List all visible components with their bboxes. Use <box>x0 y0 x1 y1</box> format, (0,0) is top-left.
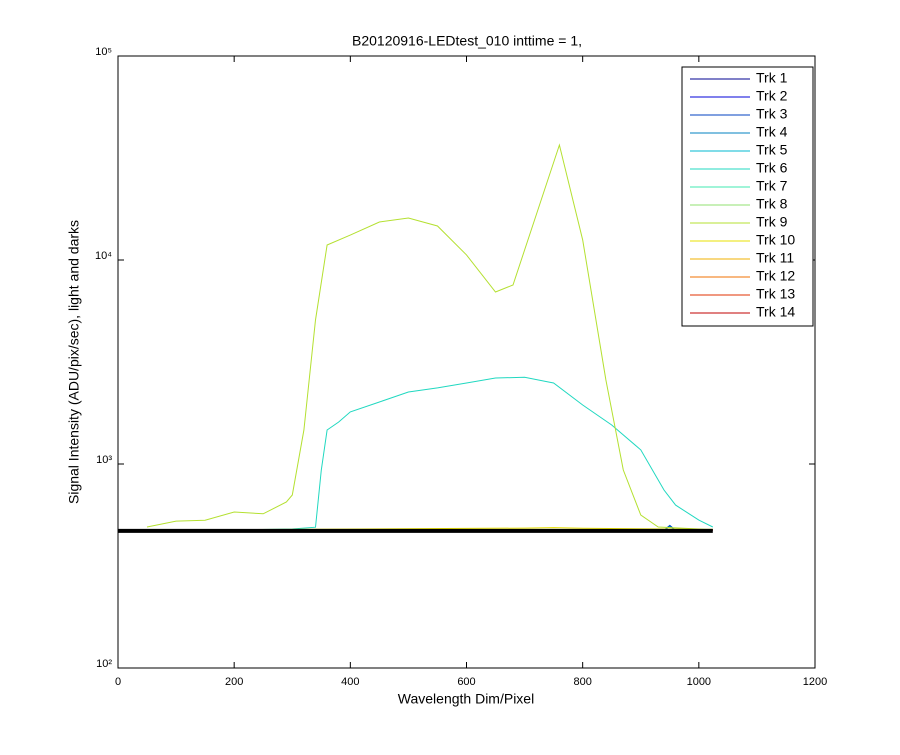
x-tick-label: 800 <box>573 676 591 688</box>
x-tick-label: 600 <box>457 676 475 688</box>
y-tick-label: 10⁵ <box>95 46 112 58</box>
legend-label: Trk 4 <box>756 124 788 140</box>
y-tick-label: 10² <box>96 658 112 670</box>
legend-label: Trk 12 <box>756 268 795 284</box>
y-tick-label: 10³ <box>96 454 112 466</box>
legend-label: Trk 3 <box>756 106 788 122</box>
legend-label: Trk 8 <box>756 196 788 212</box>
legend-label: Trk 14 <box>756 304 795 320</box>
x-tick-label: 1000 <box>687 676 711 688</box>
x-tick-label: 200 <box>225 676 243 688</box>
legend-label: Trk 9 <box>756 214 788 230</box>
y-tick-label: 10⁴ <box>95 250 112 262</box>
y-axis-label: Signal Intensity (ADU/pix/sec), light an… <box>66 220 82 504</box>
x-axis-label: Wavelength Dim/Pixel <box>398 691 534 707</box>
plot-frame <box>117 55 816 669</box>
series-line <box>117 376 714 532</box>
chart-title: B20120916-LEDtest_010 inttime = 1, <box>352 33 582 49</box>
legend-label: Trk 6 <box>756 160 788 176</box>
x-tick-label: 0 <box>115 676 121 688</box>
legend-label: Trk 11 <box>756 250 794 266</box>
x-tick-label: 400 <box>341 676 359 688</box>
series-line <box>146 143 713 531</box>
legend-label: Trk 5 <box>756 142 788 158</box>
legend-label: Trk 13 <box>756 286 795 302</box>
legend-label: Trk 1 <box>756 70 788 86</box>
legend-box <box>681 66 814 327</box>
legend-label: Trk 10 <box>756 232 795 248</box>
x-tick-label: 1200 <box>803 676 827 688</box>
legend-label: Trk 7 <box>756 178 788 194</box>
legend: Trk 1 Trk 2 Trk 3 Trk 4 Trk 5 Trk 6 Trk 7 Trk 8… <box>681 66 814 327</box>
legend-label: Trk 2 <box>756 88 788 104</box>
